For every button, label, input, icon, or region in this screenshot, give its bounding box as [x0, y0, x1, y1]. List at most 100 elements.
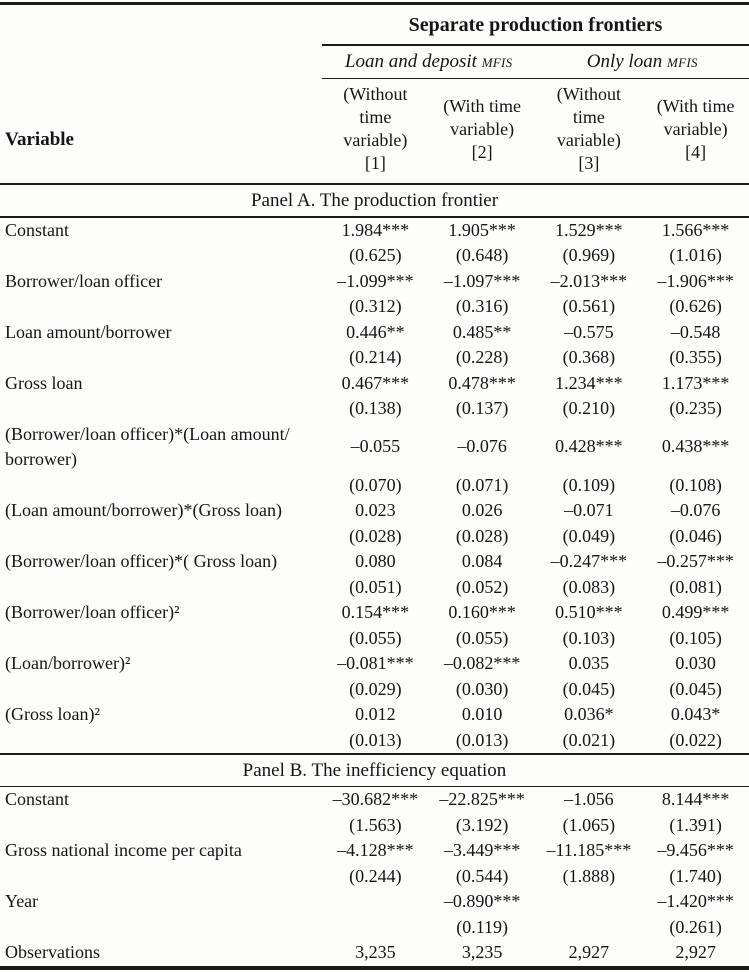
- coef-cell: 0.012: [322, 702, 429, 728]
- se-row: (0.070)(0.071)(0.109)(0.108): [0, 473, 749, 499]
- coef-cell: 0.084: [429, 549, 536, 575]
- coef-row: Year–0.890***–1.420***: [0, 889, 749, 915]
- variable-label: Year: [0, 889, 322, 915]
- group-header-loan-deposit: Loan and deposit mfis: [322, 46, 536, 78]
- coef-cell: 0.010: [429, 702, 536, 728]
- se-cell: (0.051): [322, 575, 429, 601]
- coef-row: Gross national income per capita–4.128**…: [0, 838, 749, 864]
- se-cell: (0.029): [322, 677, 429, 703]
- coef-cell: –1.906***: [642, 269, 749, 295]
- coef-cell: 0.446**: [322, 320, 429, 346]
- se-row: (0.028)(0.028)(0.049)(0.046): [0, 524, 749, 550]
- se-row: (0.051)(0.052)(0.083)(0.081): [0, 575, 749, 601]
- coef-cell: –0.076: [429, 434, 536, 460]
- variable-label: Gross national income per capita: [0, 838, 322, 864]
- coef-cell: 1.905***: [429, 218, 536, 244]
- se-row: (0.055)(0.055)(0.103)(0.105): [0, 626, 749, 652]
- se-cell: (0.355): [642, 345, 749, 371]
- coef-cell: –9.456***: [642, 838, 749, 864]
- se-cell: (0.081): [642, 575, 749, 601]
- coef-cell: –0.548: [642, 320, 749, 346]
- se-cell: (0.648): [429, 243, 536, 269]
- se-cell: (1.391): [642, 813, 749, 839]
- se-cell: (0.316): [429, 294, 536, 320]
- variable-label: Borrower/loan officer: [0, 269, 322, 295]
- coef-cell: 1.234***: [536, 371, 643, 397]
- coef-cell: –4.128***: [322, 838, 429, 864]
- se-cell: (0.108): [642, 473, 749, 499]
- coef-cell: 0.043*: [642, 702, 749, 728]
- se-cell: (0.561): [536, 294, 643, 320]
- coef-cell: –0.575: [536, 320, 643, 346]
- se-cell: (0.055): [322, 626, 429, 652]
- se-cell: (1.888): [536, 864, 643, 890]
- group-label: Only loan: [587, 51, 667, 72]
- se-cell: (0.021): [536, 728, 643, 754]
- bottom-rule: [0, 966, 749, 970]
- se-row: (0.625)(0.648)(0.969)(1.016): [0, 243, 749, 269]
- se-cell: (1.016): [642, 243, 749, 269]
- se-row: (0.244)(0.544)(1.888)(1.740): [0, 864, 749, 890]
- se-row: (0.214)(0.228)(0.368)(0.355): [0, 345, 749, 371]
- coef-cell: –3.449***: [429, 838, 536, 864]
- variable-label: Gross loan: [0, 371, 322, 397]
- se-cell: (0.022): [642, 728, 749, 754]
- se-row: (0.312)(0.316)(0.561)(0.626): [0, 294, 749, 320]
- variable-label: (Borrower/loan officer)*(Loan amount/bor…: [0, 422, 322, 473]
- group-label-smallcaps: mfis: [667, 51, 698, 72]
- se-cell: (0.013): [322, 728, 429, 754]
- se-cell: (0.312): [322, 294, 429, 320]
- variable-column-header: Variable: [0, 5, 322, 183]
- coef-cell: –0.247***: [536, 549, 643, 575]
- se-cell: (0.368): [536, 345, 643, 371]
- se-cell: (0.969): [536, 243, 643, 269]
- se-cell: (0.235): [642, 396, 749, 422]
- se-cell: (0.261): [642, 915, 749, 941]
- se-row: (0.119)(0.261): [0, 915, 749, 941]
- se-cell: (0.013): [429, 728, 536, 754]
- coef-cell: –0.257***: [642, 549, 749, 575]
- se-cell: (0.214): [322, 345, 429, 371]
- coef-cell: 0.510***: [536, 600, 643, 626]
- se-cell: (0.049): [536, 524, 643, 550]
- coef-cell: 0.035: [536, 651, 643, 677]
- se-cell: (0.028): [429, 524, 536, 550]
- coef-cell: 0.080: [322, 549, 429, 575]
- coef-cell: –11.185***: [536, 838, 643, 864]
- coef-cell: –1.097***: [429, 269, 536, 295]
- coef-cell: 0.023: [322, 498, 429, 524]
- se-cell: (0.070): [322, 473, 429, 499]
- coef-row: (Borrower/loan officer)*(Loan amount/bor…: [0, 422, 749, 473]
- se-cell: (0.210): [536, 396, 643, 422]
- se-cell: (0.052): [429, 575, 536, 601]
- se-cell: (1.563): [322, 813, 429, 839]
- se-cell: (0.105): [642, 626, 749, 652]
- variable-label: (Borrower/loan officer)²: [0, 600, 322, 626]
- observations-cell: 3,235: [429, 940, 536, 966]
- se-cell: (0.626): [642, 294, 749, 320]
- variable-label: Constant: [0, 787, 322, 813]
- coef-cell: 0.438***: [642, 434, 749, 460]
- coef-cell: 8.144***: [642, 787, 749, 813]
- coef-cell: 0.154***: [322, 600, 429, 626]
- se-cell: (0.103): [536, 626, 643, 652]
- coef-cell: 0.026: [429, 498, 536, 524]
- group-label: Loan and deposit: [345, 51, 482, 72]
- se-row: (0.013)(0.013)(0.021)(0.022): [0, 728, 749, 754]
- coef-cell: 0.036*: [536, 702, 643, 728]
- variable-label: (Loan/borrower)²: [0, 651, 322, 677]
- se-cell: (0.083): [536, 575, 643, 601]
